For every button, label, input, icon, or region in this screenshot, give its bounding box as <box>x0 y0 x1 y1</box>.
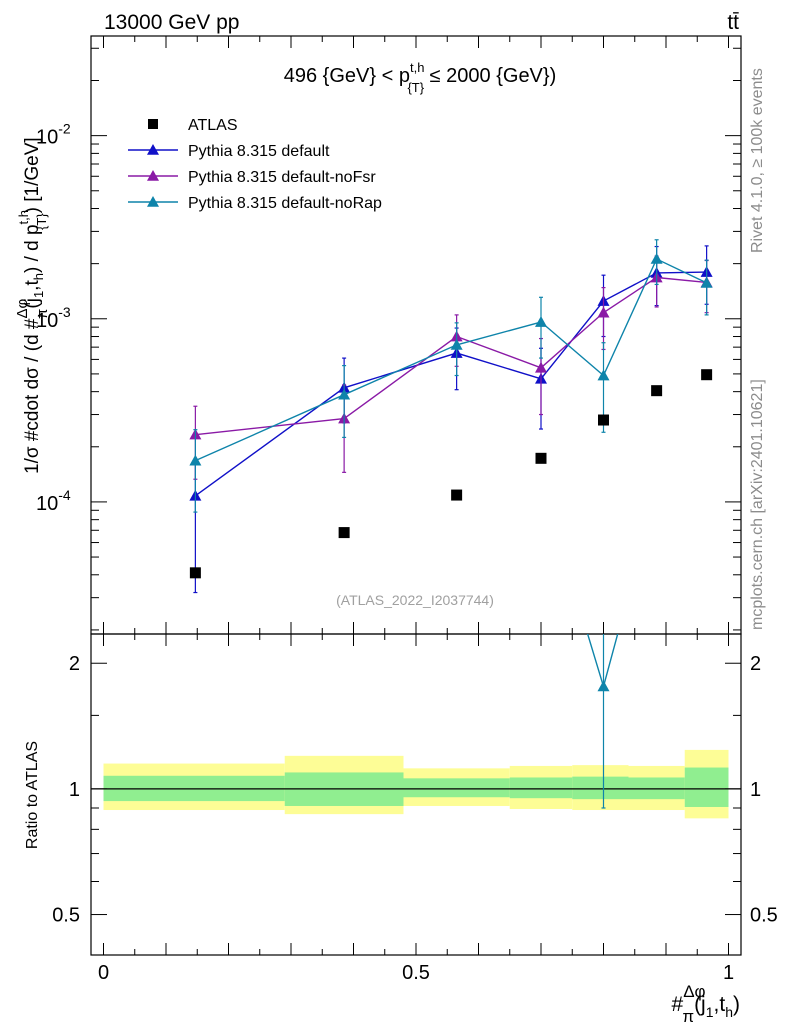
band-inner-bin <box>403 778 510 798</box>
analysis-id: (ATLAS_2022_I2037744) <box>336 592 494 608</box>
data-point <box>535 452 547 464</box>
legend: ATLAS Pythia 8.315 default Pythia 8.315 de… <box>128 117 382 212</box>
data-point <box>451 489 463 501</box>
x-tick-label: 0.5 <box>402 962 430 984</box>
legend-entry-atlas: ATLAS <box>148 117 238 134</box>
data-point <box>189 567 201 579</box>
legend-label: ATLAS <box>188 117 238 134</box>
ratio-series <box>195 429 706 689</box>
legend-label: Pythia 8.315 default <box>188 143 330 160</box>
legend-label: Pythia 8.315 default-noRap <box>188 195 382 212</box>
legend-entry: Pythia 8.315 default <box>128 143 330 160</box>
x-tick-label: 1 <box>723 962 734 984</box>
ratio-y-tick-label-right: 2 <box>750 653 761 675</box>
y-axis-label: 1/σ #cdot dσ / (d #Δφ π(j1,th) / d pt,h {T… <box>14 137 51 474</box>
series-point <box>650 253 663 264</box>
series-point <box>535 361 547 373</box>
band-inner-bin <box>684 767 729 807</box>
series-point <box>338 388 351 400</box>
ratio-panel-marks <box>195 429 706 809</box>
series-point <box>535 316 547 327</box>
ratio-pythia-8-315-default-norap <box>586 634 619 689</box>
series-point <box>597 306 610 318</box>
legend-label: Pythia 8.315 default-noFsr <box>188 169 376 186</box>
series-point <box>189 454 202 466</box>
series-pythia-8-315-default <box>189 245 713 594</box>
rivet-note: Rivet 4.1.0, ≥ 100k events <box>749 68 766 253</box>
ratio-line <box>195 429 706 584</box>
data-point <box>338 527 350 539</box>
data-point <box>651 385 663 397</box>
series-pythia-8-315-default-norap <box>189 239 713 513</box>
series-point <box>597 369 610 381</box>
series-line <box>195 258 707 462</box>
band-inner-bin <box>572 776 629 800</box>
ratio-y-tick-label: 1 <box>69 779 80 801</box>
series-point <box>700 276 713 288</box>
ratio-y-tick-label-right: 1 <box>750 779 761 801</box>
main-panel-marks <box>189 239 713 594</box>
ratio-y-axis-label: Ratio to ATLAS <box>24 741 41 849</box>
series-pythia-8-315-default-nofsr <box>189 255 713 480</box>
ratio-y-tick-label: 2 <box>69 653 80 675</box>
series-line <box>194 271 707 497</box>
header-energy: 13000 GeV pp <box>104 11 239 34</box>
band-inner-bin <box>509 777 573 799</box>
legend-marker <box>147 196 159 207</box>
legend-marker <box>147 170 159 181</box>
y-tick-label: 10-4 <box>36 487 71 515</box>
header-process: tt̄ <box>727 11 739 34</box>
data-point <box>598 414 609 426</box>
ratio-point <box>597 680 610 692</box>
y-tick-label: 10-3 <box>36 304 71 332</box>
legend-entry: Pythia 8.315 default-noRap <box>128 195 382 212</box>
axes: 0 0.5 1 10-4 10-3 10-2 0.5 0.5 1 1 2 2 <box>36 36 778 984</box>
data-point <box>701 369 713 381</box>
ratio-pythia-8-315-default-nofsr <box>195 429 706 584</box>
series-point <box>450 338 463 350</box>
ratio-line <box>586 634 619 689</box>
legend-entry: Pythia 8.315 default-noFsr <box>128 169 376 186</box>
ratio-uncertainty-bands <box>91 749 741 819</box>
ratio-y-tick-label-right: 0.5 <box>750 905 778 927</box>
ratio-y-tick-label: 0.5 <box>52 905 80 927</box>
series-atlas <box>189 369 713 579</box>
legend-marker <box>147 144 159 155</box>
x-tick-label: 0 <box>98 962 109 984</box>
series-line <box>195 276 707 436</box>
legend-marker <box>148 119 158 129</box>
chart-title: 496 {GeV} < pt,h {T} ≤ 2000 {GeV}) <box>284 60 557 95</box>
mcplots-note: mcplots.cern.ch [arXiv:2401.10621] <box>749 379 766 630</box>
x-axis-label: #Δφ π(j1,th) <box>672 982 741 1024</box>
y-tick-label: 10-2 <box>36 121 71 149</box>
